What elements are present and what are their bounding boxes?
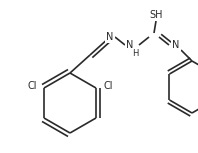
Text: Cl: Cl: [103, 81, 113, 91]
Text: Cl: Cl: [27, 81, 37, 91]
Text: H: H: [132, 50, 138, 58]
Text: N: N: [126, 40, 134, 50]
Text: N: N: [106, 32, 114, 42]
Text: N: N: [172, 40, 180, 50]
Text: SH: SH: [149, 10, 163, 20]
